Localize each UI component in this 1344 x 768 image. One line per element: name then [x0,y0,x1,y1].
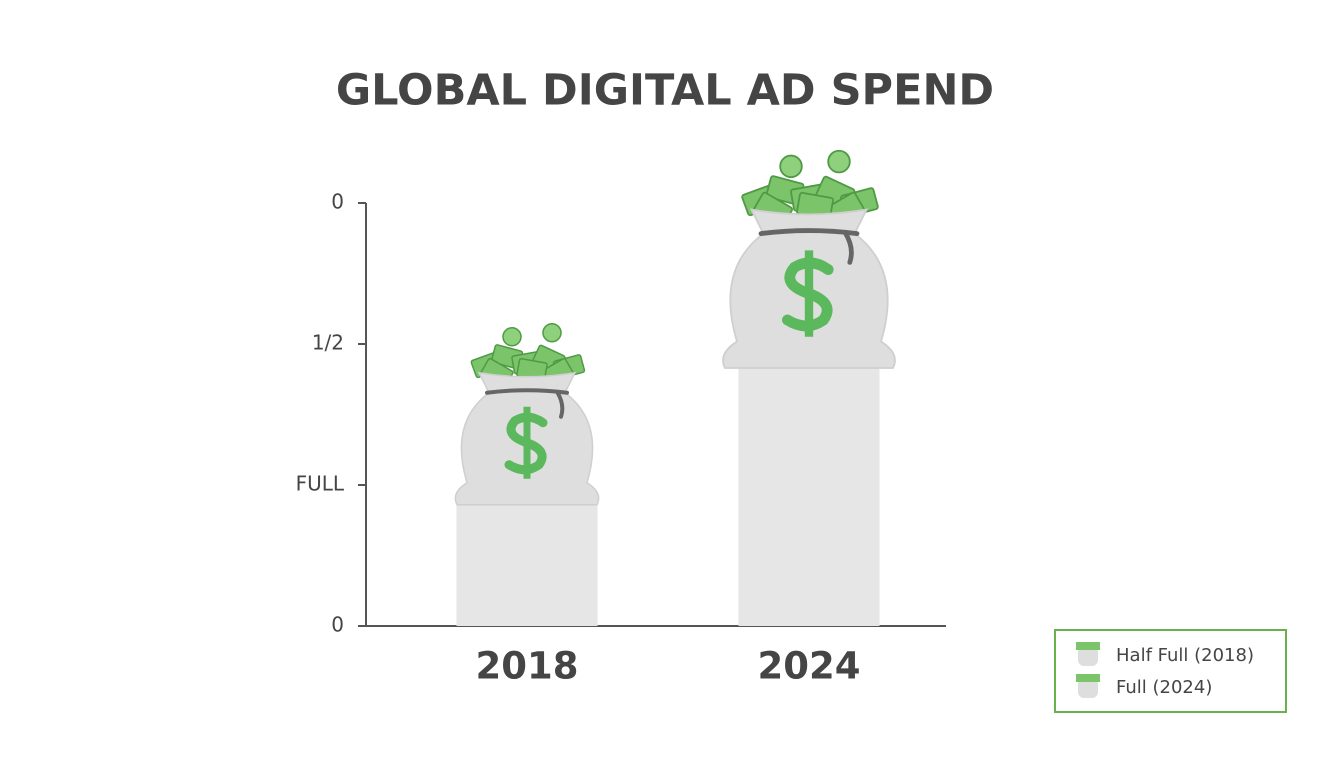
chart-title: GLOBAL DIGITAL AD SPEND [336,66,994,116]
y-tick-label: 0 [331,613,344,637]
legend-icon-bag [1078,678,1098,698]
x-tick-label: 2018 [476,645,579,688]
legend-icon-cash [1076,642,1100,650]
y-tick-label: FULL [296,472,345,496]
y-tick-label: 1/2 [312,331,344,355]
coin [542,322,562,343]
money-bag [454,322,600,506]
legend-icon-bag [1078,646,1098,666]
x-tick-label: 2024 [758,645,861,688]
legend-icon [1076,642,1100,666]
bag-tie [758,228,860,265]
money-bag [722,149,896,369]
bar [738,367,880,626]
coin [779,154,803,179]
legend-label: Full (2024) [1116,677,1212,698]
legend-icon [1076,674,1100,698]
legend-label: Half Full (2018) [1116,645,1254,666]
coin [502,326,522,347]
bag-tie [485,388,569,419]
bar [456,504,598,626]
y-tick-label: 0 [331,190,344,214]
coin [827,149,851,174]
legend-icon-cash [1076,674,1100,682]
